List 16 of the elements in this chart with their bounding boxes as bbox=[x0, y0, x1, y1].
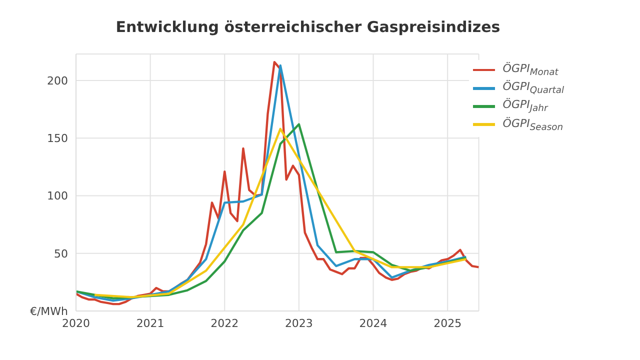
x-tick-label: 2021 bbox=[136, 316, 164, 330]
x-tick-label: 2025 bbox=[434, 316, 462, 330]
y-tick-label: 200 bbox=[47, 74, 68, 88]
x-tick-label: 2024 bbox=[359, 316, 388, 330]
legend-label: ÖGPI$_{Jahr}$ bbox=[502, 98, 548, 115]
x-tick-label: 2023 bbox=[284, 316, 313, 330]
x-tick-label: 2022 bbox=[210, 316, 239, 330]
y-tick-label: 50 bbox=[54, 247, 68, 260]
legend-label: ÖGPI$_{Monat}$ bbox=[502, 62, 558, 78]
y-tick-label: 100 bbox=[47, 190, 68, 203]
legend-label: ÖGPI$_{Quartal}$ bbox=[502, 80, 564, 96]
x-tick-label: 2020 bbox=[62, 316, 90, 330]
y-tick-label: 150 bbox=[47, 132, 68, 146]
chart-title: Entwicklung österreichischer Gaspreisindizes bbox=[114, 17, 502, 38]
y-tick-label: €/MWh bbox=[30, 304, 68, 318]
legend-label: ÖGPI$_{Season}$ bbox=[502, 116, 564, 133]
